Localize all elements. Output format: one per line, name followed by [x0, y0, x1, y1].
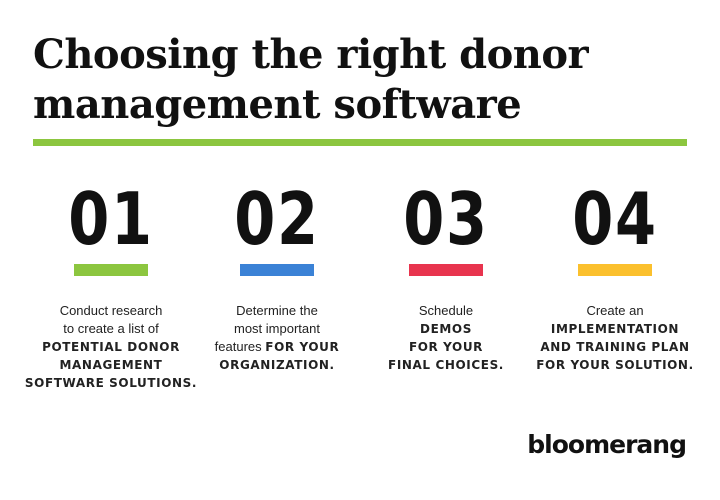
step-text-regular: features — [214, 339, 262, 354]
step-text-line: Determine the — [236, 303, 318, 318]
step-description: Conduct research to create a list of POT… — [21, 302, 201, 392]
step-text-bold: AND TRAINING PLAN — [540, 340, 690, 354]
step-3: 03 Schedule DEMOS FOR YOUR FINAL CHOICES… — [356, 180, 536, 374]
step-text-mixed-line: features FOR YOUR — [187, 338, 367, 356]
step-text-bold: SOFTWARE SOLUTIONS. — [24, 376, 198, 390]
bloomerang-logo: bloomerang — [527, 430, 687, 459]
step-number: 01 — [68, 177, 154, 261]
step-color-bar — [409, 264, 483, 276]
step-text-line: most important — [234, 321, 320, 336]
step-text-bold: IMPLEMENTATION — [550, 322, 680, 336]
step-number: 02 — [234, 177, 320, 261]
title-line-2: management software — [33, 81, 522, 128]
step-text-line: Create an — [586, 303, 644, 318]
step-text-bold: FOR YOUR — [265, 340, 340, 354]
step-1: 01 Conduct research to create a list of … — [21, 180, 201, 392]
step-text-bold: FINAL CHOICES. — [388, 358, 504, 372]
title-line-1: Choosing the right donor — [33, 31, 589, 78]
step-text-bold: POTENTIAL DONOR — [42, 340, 180, 354]
step-4: 04 Create an IMPLEMENTATION AND TRAINING… — [525, 180, 705, 374]
step-number: 03 — [403, 177, 489, 261]
step-description: Determine the most important features FO… — [187, 302, 367, 374]
step-description: Create an IMPLEMENTATION AND TRAINING PL… — [525, 302, 705, 374]
step-description: Schedule DEMOS FOR YOUR FINAL CHOICES. — [356, 302, 536, 374]
step-text-bold: DEMOS — [420, 322, 472, 336]
step-text-bold: MANAGEMENT — [59, 358, 163, 372]
step-text-line: Schedule — [418, 303, 474, 318]
step-text-bold: FOR YOUR — [408, 340, 484, 354]
page-title: Choosing the right donor management soft… — [33, 30, 693, 130]
step-2: 02 Determine the most important features… — [187, 180, 367, 374]
step-number: 04 — [572, 177, 658, 261]
step-color-bar — [74, 264, 148, 276]
step-text-line: Conduct research — [59, 303, 163, 318]
step-text-line: to create a list of — [63, 321, 159, 336]
step-text-bold: FOR YOUR SOLUTION. — [536, 358, 694, 372]
title-divider — [33, 139, 687, 146]
step-color-bar — [578, 264, 652, 276]
step-color-bar — [240, 264, 314, 276]
step-text-bold: ORGANIZATION. — [219, 358, 335, 372]
